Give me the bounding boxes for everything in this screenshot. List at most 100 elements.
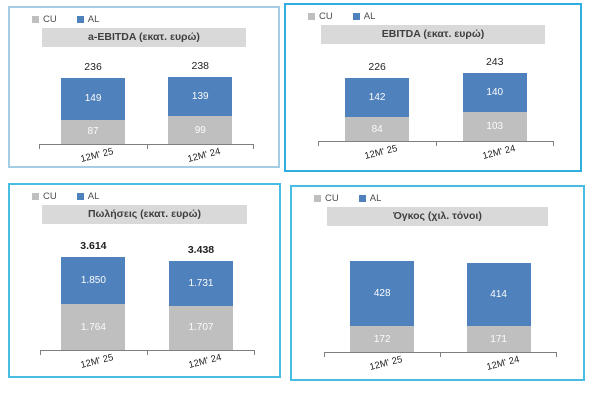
stacked-bar-12m24: 3.438 1.731 1.707 [168, 244, 233, 350]
segment-value-label: 1.850 [80, 275, 106, 286]
stacked-bar-12m24: 243 140 103 [462, 55, 527, 141]
axis-tick [435, 142, 437, 146]
chart-title: a-EBITDA (εκατ. ευρώ) [42, 28, 246, 47]
bar-segment-al: 428 [350, 261, 415, 326]
chart-title: Όγκος (χιλ. τόνοι) [326, 207, 549, 226]
bar-total-label: 3.438 [187, 244, 215, 257]
legend-label-al: AL [87, 190, 100, 202]
axis-tick [318, 142, 320, 146]
stacked-bar-12m25: 236 149 87 [61, 60, 126, 144]
chart-panel-a-ebitda: CU AL a-EBITDA (εκατ. ευρώ) 236 149 87 2… [8, 6, 280, 168]
category-axis: 12M' 25 12M' 24 [324, 353, 557, 379]
bar-segment-al: 149 [61, 77, 126, 120]
legend-swatch-cu-icon [314, 194, 321, 202]
segment-value-label: 99 [194, 124, 206, 136]
stacked-bar-12m25: 226 142 84 [345, 60, 410, 141]
legend-swatch-cu-icon [32, 192, 39, 200]
segment-value-label: 84 [371, 123, 383, 135]
plot-area: 3.614 1.850 1.764 3.438 1.731 1.707 [39, 224, 255, 355]
bar-total-label: 226 [368, 60, 386, 73]
legend-swatch-cu-icon [308, 12, 315, 20]
axis-tick [147, 351, 149, 355]
segment-value-label: 171 [490, 333, 507, 345]
legend-item-al: AL [76, 190, 100, 202]
chart-legend: CU AL [32, 190, 279, 202]
legend-item-cu: CU [32, 191, 57, 202]
legend-label-cu: CU [319, 10, 333, 22]
chart-title: Πωλήσεις (εκατ. ευρώ) [42, 205, 247, 224]
segment-value-label: 172 [373, 333, 391, 345]
bar-total-label: 236 [84, 60, 102, 73]
segment-value-label: 1.707 [188, 322, 214, 334]
bar-segment-cu: 87 [61, 119, 126, 144]
category-label: 12M' 25 [79, 146, 115, 165]
category-axis: 12M' 25 12M' 24 [40, 351, 255, 377]
axis-tick [253, 351, 255, 355]
legend-label-cu: CU [43, 13, 57, 25]
bar-total-label: 243 [485, 55, 504, 68]
axis-tick [252, 145, 254, 149]
plot-area: 226 142 84 243 140 103 [318, 44, 554, 146]
segment-value-label: 139 [191, 91, 209, 103]
category-label: 12M' 25 [79, 352, 115, 371]
segment-value-label: 1.764 [80, 321, 106, 333]
bar-total-label: 3.614 [80, 239, 107, 252]
chart-legend: CU AL [308, 10, 580, 22]
bar-segment-cu: 172 [350, 326, 415, 352]
stacked-bar-12m25: 3.614 1.850 1.764 [61, 239, 126, 350]
segment-value-label: 149 [84, 93, 102, 105]
legend-swatch-cu-icon [32, 15, 39, 23]
plot-area: 428 172 414 171 [324, 226, 557, 357]
axis-tick [552, 142, 554, 146]
segment-value-label: 414 [490, 289, 507, 301]
legend-item-cu: CU [308, 11, 333, 22]
axis-tick [39, 145, 41, 149]
category-label: 12M' 24 [187, 352, 223, 371]
chart-legend: CU AL [314, 192, 583, 204]
category-label: 12M' 24 [485, 354, 521, 373]
legend-item-al: AL [352, 11, 375, 22]
legend-label-al: AL [87, 13, 100, 25]
legend-item-al: AL [358, 192, 382, 204]
category-label: 12M' 24 [481, 143, 517, 162]
segment-value-label: 103 [486, 121, 504, 133]
legend-swatch-al-icon [76, 192, 84, 200]
legend-label-cu: CU [325, 192, 339, 204]
category-axis: 12M' 25 12M' 24 [39, 145, 253, 171]
chart-panel-volume: CU AL Όγκος (χιλ. τόνοι) 428 172 414 [290, 185, 585, 381]
stacked-bar-12m24: 414 171 [466, 263, 531, 352]
axis-tick [324, 353, 325, 357]
chart-panel-sales: CU AL Πωλήσεις (εκατ. ευρώ) 3.614 1.850 … [8, 183, 281, 378]
bar-segment-al: 142 [345, 77, 410, 118]
bar-segment-al: 140 [462, 72, 527, 113]
stacked-bar-12m25: 428 172 [350, 261, 415, 352]
segment-value-label: 142 [368, 91, 386, 103]
legend-swatch-al-icon [76, 15, 84, 23]
legend-label-al: AL [369, 192, 382, 204]
axis-tick [39, 351, 41, 355]
bar-segment-cu: 84 [345, 117, 410, 141]
category-axis: 12M' 25 12M' 24 [318, 142, 553, 168]
plot-area: 236 149 87 238 139 99 [39, 47, 254, 149]
category-label: 12M' 24 [186, 146, 222, 165]
chart-title: EBITDA (εκατ. ευρώ) [321, 25, 545, 44]
category-label: 12M' 25 [368, 354, 404, 373]
chart-panel-ebitda: CU AL EBITDA (εκατ. ευρώ) 226 142 84 243 [284, 3, 582, 172]
legend-swatch-al-icon [352, 12, 360, 20]
segment-value-label: 140 [486, 86, 504, 98]
bar-segment-al: 414 [466, 263, 531, 327]
bar-segment-cu: 99 [168, 116, 233, 144]
segment-value-label: 428 [373, 288, 391, 300]
chart-legend: CU AL [32, 13, 278, 25]
bar-segment-cu: 1.707 [168, 305, 233, 350]
segment-value-label: 87 [87, 126, 99, 138]
bar-total-label: 238 [191, 60, 210, 73]
category-label: 12M' 25 [363, 143, 399, 162]
legend-swatch-al-icon [358, 194, 366, 202]
axis-tick [555, 353, 557, 357]
legend-label-cu: CU [43, 190, 57, 202]
axis-tick [146, 145, 148, 149]
bar-segment-al: 1.850 [61, 256, 126, 305]
legend-item-al: AL [76, 13, 100, 25]
